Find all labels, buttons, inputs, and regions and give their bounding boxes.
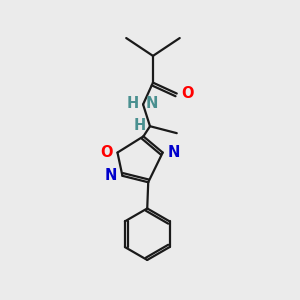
Text: N: N xyxy=(146,96,158,111)
Text: O: O xyxy=(182,86,194,101)
Text: N: N xyxy=(105,168,118,183)
Text: H: H xyxy=(134,118,146,133)
Text: O: O xyxy=(100,145,112,160)
Text: N: N xyxy=(168,145,180,160)
Text: H: H xyxy=(127,96,139,111)
